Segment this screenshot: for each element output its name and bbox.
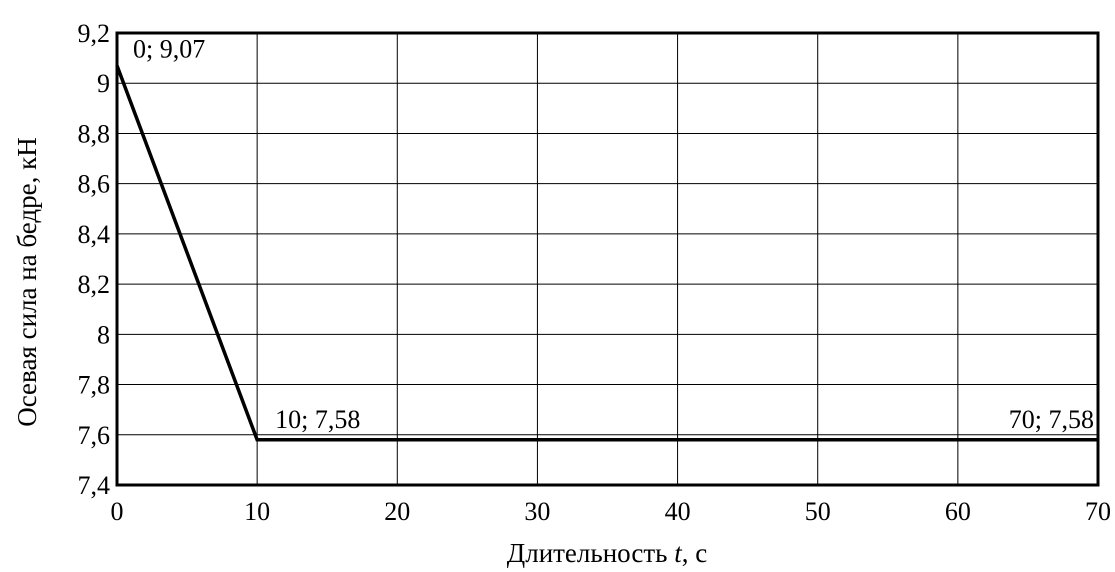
x-tick-label-2: 20	[384, 497, 410, 526]
x-tick-label-6: 60	[945, 497, 971, 526]
x-tick-label-3: 30	[524, 497, 550, 526]
y-tick-labels: 7,4 7,6 7,8 8 8,2 8,4 8,6 8,8 9 9,2	[78, 19, 111, 500]
y-tick-label-7: 8,8	[78, 119, 111, 148]
data-label-0: 0; 9,07	[133, 35, 205, 64]
y-tick-label-8: 9	[97, 69, 110, 98]
grid	[116, 32, 1099, 486]
x-tick-labels: 0 10 20 30 40 50 60 70	[111, 497, 1112, 526]
x-tick-label-1: 10	[244, 497, 270, 526]
data-label-2: 70; 7,58	[1009, 405, 1094, 434]
x-tick-label-7: 70	[1085, 497, 1111, 526]
annotations: 0; 9,07 10; 7,58 70; 7,58	[133, 35, 1094, 434]
series-line	[115, 65, 1098, 442]
y-tick-label-5: 8,4	[78, 220, 111, 249]
y-tick-label-9: 9,2	[78, 19, 111, 48]
y-tick-label-4: 8,2	[78, 270, 111, 299]
y-tick-label-2: 7,8	[78, 371, 111, 400]
x-axis-title-suffix: , с	[682, 538, 708, 568]
plot-frame	[115, 31, 1100, 487]
x-tick-label-5: 50	[805, 497, 831, 526]
x-axis-title-variable: t	[674, 538, 683, 568]
y-tick-label-3: 8	[97, 320, 110, 349]
y-axis-title: Осевая сила на бедре, кН	[12, 137, 42, 427]
x-axis-title: Длительность t, с	[507, 538, 707, 568]
y-tick-label-0: 7,4	[78, 471, 111, 500]
x-axis-title-prefix: Длительность	[507, 538, 674, 568]
y-tick-label-1: 7,6	[78, 421, 111, 450]
x-tick-label-4: 40	[665, 497, 691, 526]
y-tick-label-6: 8,6	[78, 170, 111, 199]
x-tick-label-0: 0	[111, 497, 124, 526]
data-label-1: 10; 7,58	[275, 405, 360, 434]
